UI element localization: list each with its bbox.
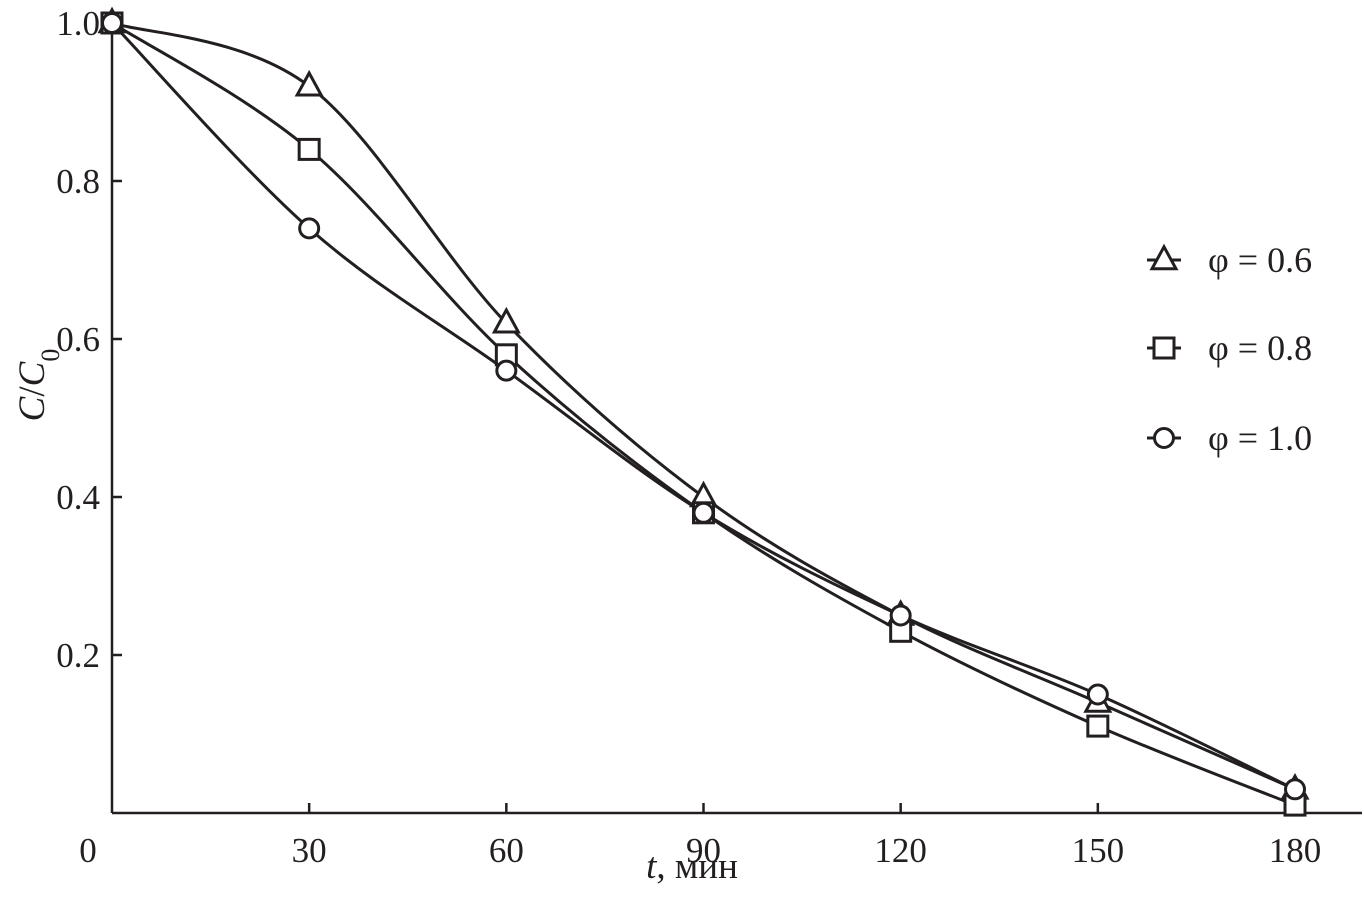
x-axis-unit: , мин xyxy=(656,846,738,887)
y-tick-label: 0.8 xyxy=(56,162,100,201)
series-line-square xyxy=(111,21,1296,807)
x-tick-label: 90 xyxy=(686,831,721,870)
x-tick-label: 60 xyxy=(489,831,524,870)
series-group xyxy=(97,6,1310,817)
y-tick-label: 0.4 xyxy=(56,478,100,517)
y-axis-numerator: C xyxy=(12,395,53,421)
data-point-square xyxy=(297,137,321,161)
data-point-circle xyxy=(889,604,912,627)
series-line-triangle xyxy=(111,21,1296,791)
series-square xyxy=(100,11,1307,817)
legend-marker-triangle xyxy=(1149,243,1179,271)
x-tick-label: 120 xyxy=(874,831,927,870)
legend-marker-circle xyxy=(1153,427,1175,449)
y-tick-label: 0.6 xyxy=(56,320,100,359)
data-point-circle xyxy=(495,359,518,382)
x-tick-label: 150 xyxy=(1072,831,1125,870)
legend-label: φ = 0.8 xyxy=(1208,328,1312,368)
y-axis-label: C/C0 xyxy=(12,349,65,422)
data-point-circle xyxy=(692,501,715,524)
y-axis-slash: / xyxy=(12,386,53,397)
legend-marker-square xyxy=(1152,336,1176,360)
data-point-square xyxy=(1086,714,1110,738)
data-point-triangle xyxy=(294,69,324,97)
data-point-circle xyxy=(1086,683,1109,706)
x-axis-label: t, мин xyxy=(646,846,738,887)
data-point-circle xyxy=(298,217,321,240)
x-tick-label: 30 xyxy=(292,831,327,870)
y-axis-subscript: 0 xyxy=(36,349,65,362)
x-axis-variable: t xyxy=(646,846,658,887)
y-tick-label: 1.0 xyxy=(56,4,100,43)
data-point-circle xyxy=(101,12,123,34)
series-line-circle xyxy=(110,21,1296,791)
axes xyxy=(110,22,1362,815)
series-circle xyxy=(101,12,1306,801)
x-tick-label: 0 xyxy=(79,831,97,870)
legend-item-triangle: φ = 0.6 xyxy=(1147,240,1312,280)
ticks: 0 30 60 90 120 150 180 0.2 0.4 0.6 0.8 1.0 xyxy=(56,4,1321,870)
data-point-circle xyxy=(1284,778,1306,801)
legend-label: φ = 1.0 xyxy=(1208,418,1312,458)
legend-label: φ = 0.6 xyxy=(1208,240,1312,280)
legend: φ = 0.6 φ = 0.8 φ = 1.0 xyxy=(1147,240,1312,458)
data-point-triangle xyxy=(491,306,521,334)
x-tick-label: 180 xyxy=(1269,831,1322,870)
legend-item-circle: φ = 1.0 xyxy=(1147,418,1312,458)
y-axis-denominator: C xyxy=(12,360,53,386)
legend-item-square: φ = 0.8 xyxy=(1147,328,1312,368)
y-tick-label: 0.2 xyxy=(56,636,100,675)
